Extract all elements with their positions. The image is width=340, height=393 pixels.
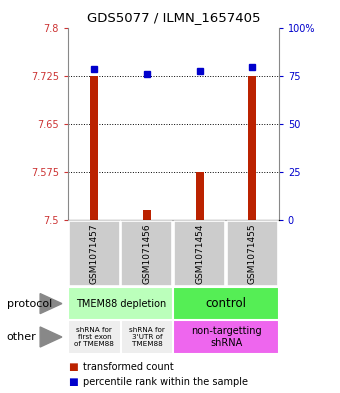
Bar: [173, 287, 279, 320]
Bar: [227, 221, 278, 286]
Text: ■: ■: [68, 362, 78, 373]
Bar: [196, 172, 204, 220]
Text: shRNA for
first exon
of TMEM88: shRNA for first exon of TMEM88: [74, 327, 114, 347]
Text: GSM1071456: GSM1071456: [142, 223, 152, 284]
Text: GSM1071454: GSM1071454: [195, 223, 204, 284]
Bar: [174, 221, 225, 286]
Polygon shape: [40, 294, 62, 314]
Bar: [68, 287, 173, 320]
Text: percentile rank within the sample: percentile rank within the sample: [83, 377, 248, 387]
Polygon shape: [40, 327, 62, 347]
Bar: [143, 211, 151, 220]
Text: transformed count: transformed count: [83, 362, 174, 373]
Bar: [121, 221, 172, 286]
Text: GSM1071457: GSM1071457: [90, 223, 99, 284]
Text: GSM1071455: GSM1071455: [248, 223, 257, 284]
Text: control: control: [206, 297, 246, 310]
Text: non-targetting
shRNA: non-targetting shRNA: [191, 326, 261, 348]
Bar: [90, 75, 98, 220]
Text: shRNA for
3'UTR of
TMEM88: shRNA for 3'UTR of TMEM88: [129, 327, 165, 347]
Bar: [69, 221, 120, 286]
Bar: [121, 320, 173, 354]
Text: protocol: protocol: [7, 299, 52, 309]
Text: other: other: [7, 332, 36, 342]
Bar: [173, 320, 279, 354]
Title: GDS5077 / ILMN_1657405: GDS5077 / ILMN_1657405: [87, 11, 260, 24]
Bar: [249, 75, 256, 220]
Bar: [68, 320, 121, 354]
Text: ■: ■: [68, 377, 78, 387]
Text: TMEM88 depletion: TMEM88 depletion: [75, 299, 166, 309]
